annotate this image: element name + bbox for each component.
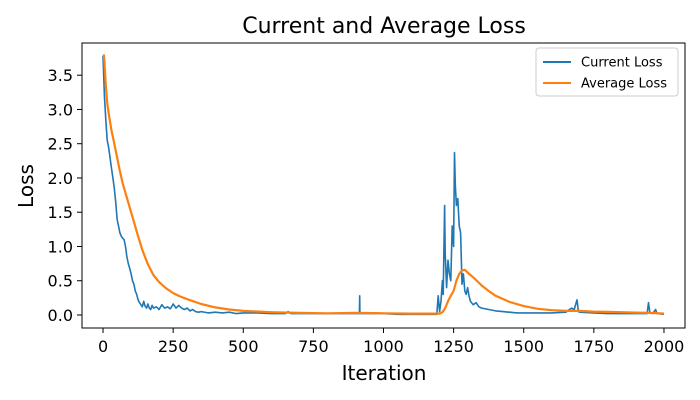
y-axis-label: Loss xyxy=(14,164,38,208)
x-tick-label: 500 xyxy=(228,337,259,356)
x-tick-label: 1500 xyxy=(503,337,544,356)
y-tick-label: 3.0 xyxy=(48,100,73,119)
y-tick-label: 1.0 xyxy=(48,237,73,256)
y-tick-label: 2.0 xyxy=(48,169,73,188)
y-tick-label: 0.5 xyxy=(48,272,73,291)
legend-box xyxy=(535,47,679,97)
legend: Current Loss Average Loss xyxy=(535,47,679,97)
x-tick-label: 2000 xyxy=(644,337,685,356)
x-axis: 0 250 500 750 1000 1250 1500 1750 2000 xyxy=(98,328,684,356)
legend-label-average-loss: Average Loss xyxy=(581,77,667,92)
y-tick-label: 3.5 xyxy=(48,66,73,85)
chart-title: Current and Average Loss xyxy=(242,14,526,39)
x-axis-label: Iteration xyxy=(342,361,427,385)
y-tick-label: 1.5 xyxy=(48,203,73,222)
plot-lines xyxy=(102,54,665,316)
x-tick-label: 1000 xyxy=(363,337,404,356)
y-tick-label: 2.5 xyxy=(48,135,73,154)
series-line-average-loss xyxy=(102,54,665,315)
x-tick-label: 750 xyxy=(298,337,329,356)
x-tick-label: 0 xyxy=(98,337,108,356)
x-tick-label: 250 xyxy=(158,337,189,356)
y-axis: 0.0 0.5 1.0 1.5 2.0 2.5 3.0 3.5 xyxy=(48,66,82,325)
x-tick-label: 1250 xyxy=(433,337,474,356)
y-tick-label: 0.0 xyxy=(48,306,73,325)
x-tick-label: 1750 xyxy=(573,337,614,356)
legend-label-current-loss: Current Loss xyxy=(581,56,663,71)
